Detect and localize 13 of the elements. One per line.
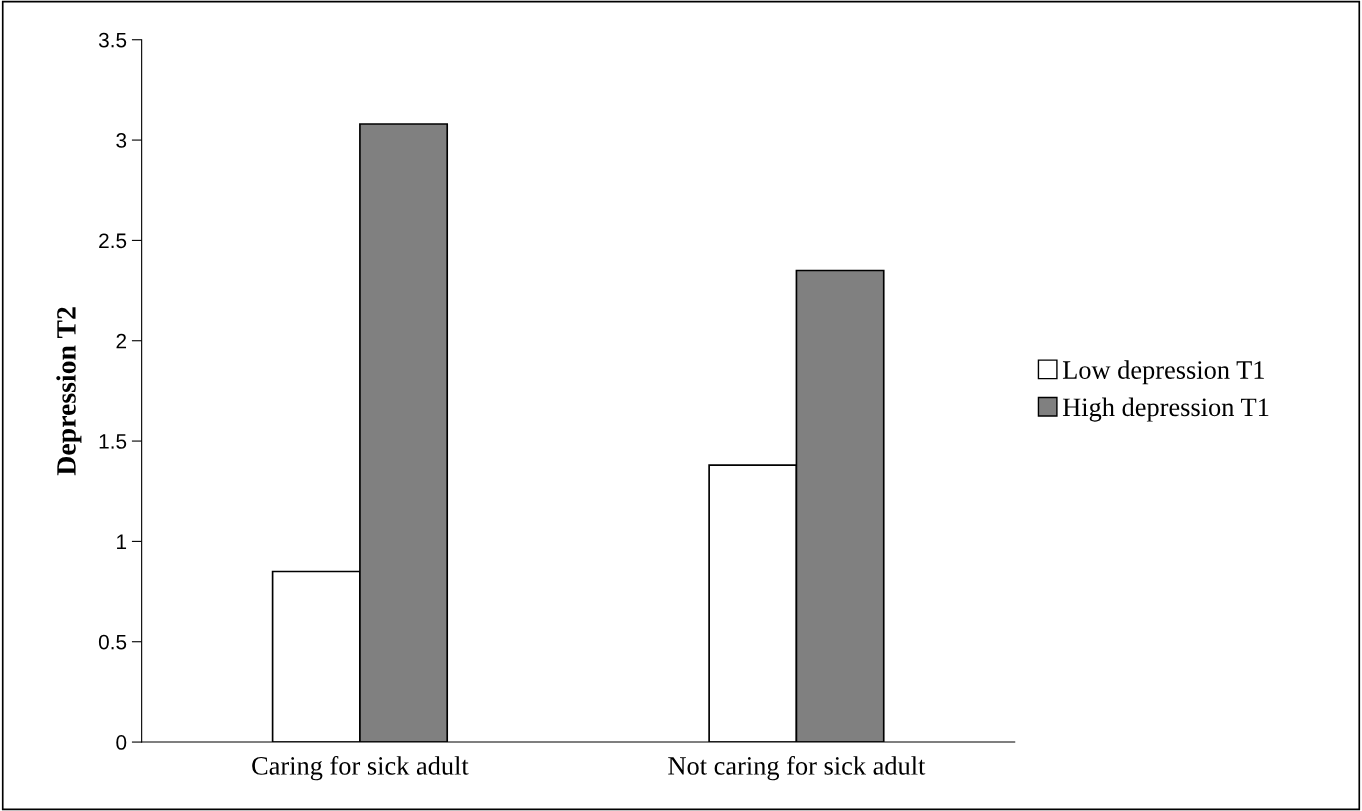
y-tick-label: 1 bbox=[117, 534, 127, 549]
legend-label: High depression T1 bbox=[1062, 397, 1269, 422]
y-tick-label: 3.5 bbox=[98, 32, 127, 48]
x-tick-label: Caring for sick adult bbox=[252, 755, 469, 781]
x-tick-label: Not caring for sick adult bbox=[668, 755, 926, 781]
y-tick-label: 2 bbox=[116, 333, 127, 349]
legend-label: Low depression T1 bbox=[1062, 360, 1264, 385]
y-tick-label: 0.5 bbox=[98, 634, 127, 650]
y-tick-label: 1.5 bbox=[99, 434, 127, 449]
y-tick-label: 0 bbox=[116, 735, 127, 750]
y-tick-label: 2.5 bbox=[99, 233, 127, 249]
y-axis-title: Depression T2 bbox=[56, 307, 82, 476]
y-tick-label: 3 bbox=[116, 133, 127, 148]
